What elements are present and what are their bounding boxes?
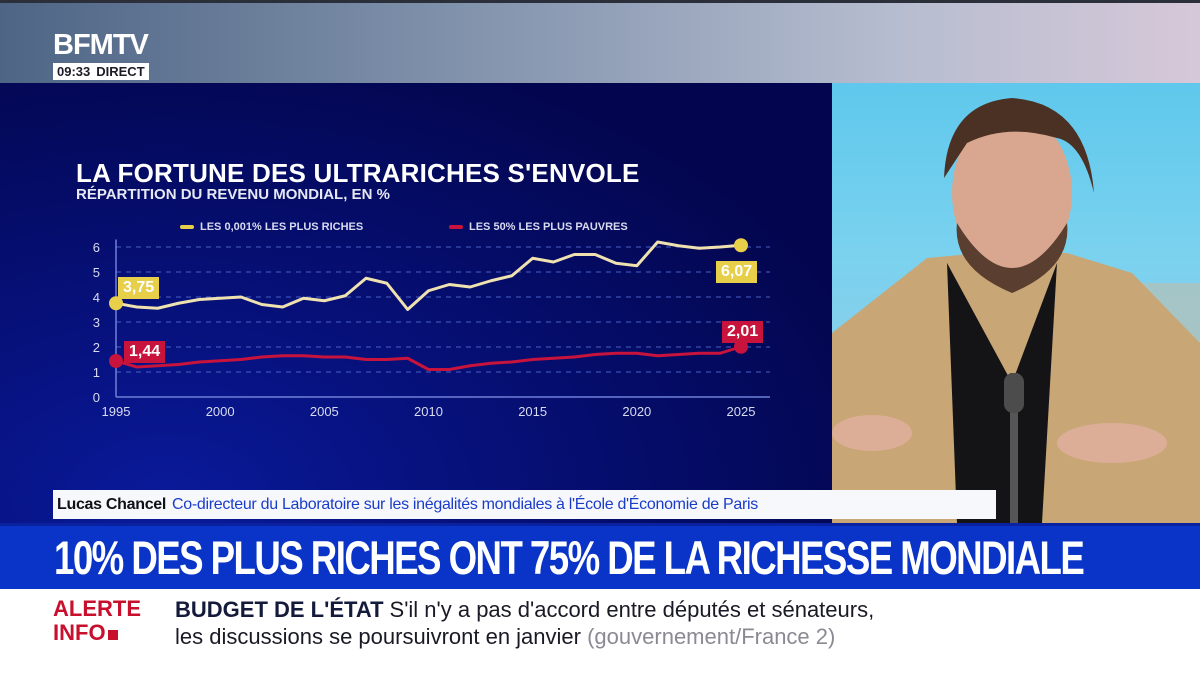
guest-role: Co-directeur du Laboratoire sur les inég… (172, 495, 758, 513)
svg-text:2025: 2025 (727, 404, 756, 419)
news-ticker: ALERTE INFO BUDGET DE L'ÉTAT S'il n'y a p… (0, 589, 1200, 675)
channel-logo: BFMTV 09:33 DIRECT (53, 30, 149, 81)
alert-info-label: ALERTE INFO (53, 597, 141, 645)
chart-subtitle: RÉPARTITION DU REVENU MONDIAL, EN % (76, 186, 390, 203)
ticker-source: (gouvernement/France 2) (587, 624, 836, 649)
ticker-text1: S'il n'y a pas d'accord entre députés et… (389, 597, 875, 622)
guest-nameplate: Lucas Chancel Co-directeur du Laboratoir… (53, 490, 996, 519)
top-bar (0, 0, 1200, 84)
headline-banner: 10% DES PLUS RICHES ONT 75% DE LA RICHES… (0, 523, 1200, 589)
live-badge: 09:33 DIRECT (53, 63, 149, 80)
guest-video (832, 83, 1200, 523)
legend-item-poor: LES 50% LES PLUS PAUVRES (449, 221, 628, 233)
top-edge (0, 0, 1200, 3)
svg-text:6: 6 (93, 240, 100, 255)
legend-swatch-red (449, 225, 463, 229)
legend-label: LES 50% LES PLUS PAUVRES (469, 221, 628, 233)
legend-swatch-yellow (180, 225, 194, 229)
end-label-poor: 2,01 (722, 321, 764, 343)
end-label-rich: 6,07 (716, 261, 758, 283)
clock: 09:33 (57, 64, 91, 79)
ticker-text2: les discussions se poursuivront en janvi… (175, 624, 581, 649)
start-label-poor: 1,44 (124, 341, 166, 363)
svg-text:2005: 2005 (310, 404, 339, 419)
svg-text:2: 2 (93, 340, 100, 355)
svg-text:2020: 2020 (622, 404, 651, 419)
alert-line1: ALERTE (53, 596, 141, 621)
ticker-topic: BUDGET DE L'ÉTAT (175, 597, 384, 622)
start-label-rich: 3,75 (118, 277, 160, 299)
svg-text:3: 3 (93, 315, 100, 330)
ticker-line1: BUDGET DE L'ÉTAT S'il n'y a pas d'accord … (175, 597, 874, 623)
chart-title: LA FORTUNE DES ULTRARICHES S'ENVOLE (76, 158, 640, 188)
svg-text:4: 4 (93, 290, 100, 305)
ticker-line2: les discussions se poursuivront en janvi… (175, 624, 835, 650)
direct-label: DIRECT (96, 64, 145, 79)
legend-label: LES 0,001% LES PLUS RICHES (200, 221, 364, 233)
guest-name: Lucas Chancel (57, 495, 167, 513)
alert-line2: INFO (53, 620, 106, 645)
channel-name: BFMTV (53, 29, 149, 61)
svg-text:1: 1 (93, 365, 100, 380)
alert-square-icon (107, 630, 118, 640)
svg-text:1995: 1995 (102, 404, 131, 419)
svg-text:5: 5 (93, 265, 100, 280)
svg-text:2010: 2010 (414, 404, 443, 419)
legend-item-rich: LES 0,001% LES PLUS RICHES (180, 221, 363, 233)
headline-text: 10% DES PLUS RICHES ONT 75% DE LA RICHES… (54, 531, 1085, 584)
svg-text:2000: 2000 (206, 404, 235, 419)
svg-text:0: 0 (93, 390, 100, 405)
svg-text:2015: 2015 (518, 404, 547, 419)
line-chart: 0 1 2 3 4 5 6 1995 2000 2005 2010 2015 2020 2025 (93, 238, 770, 419)
guest-figure (832, 98, 1200, 523)
